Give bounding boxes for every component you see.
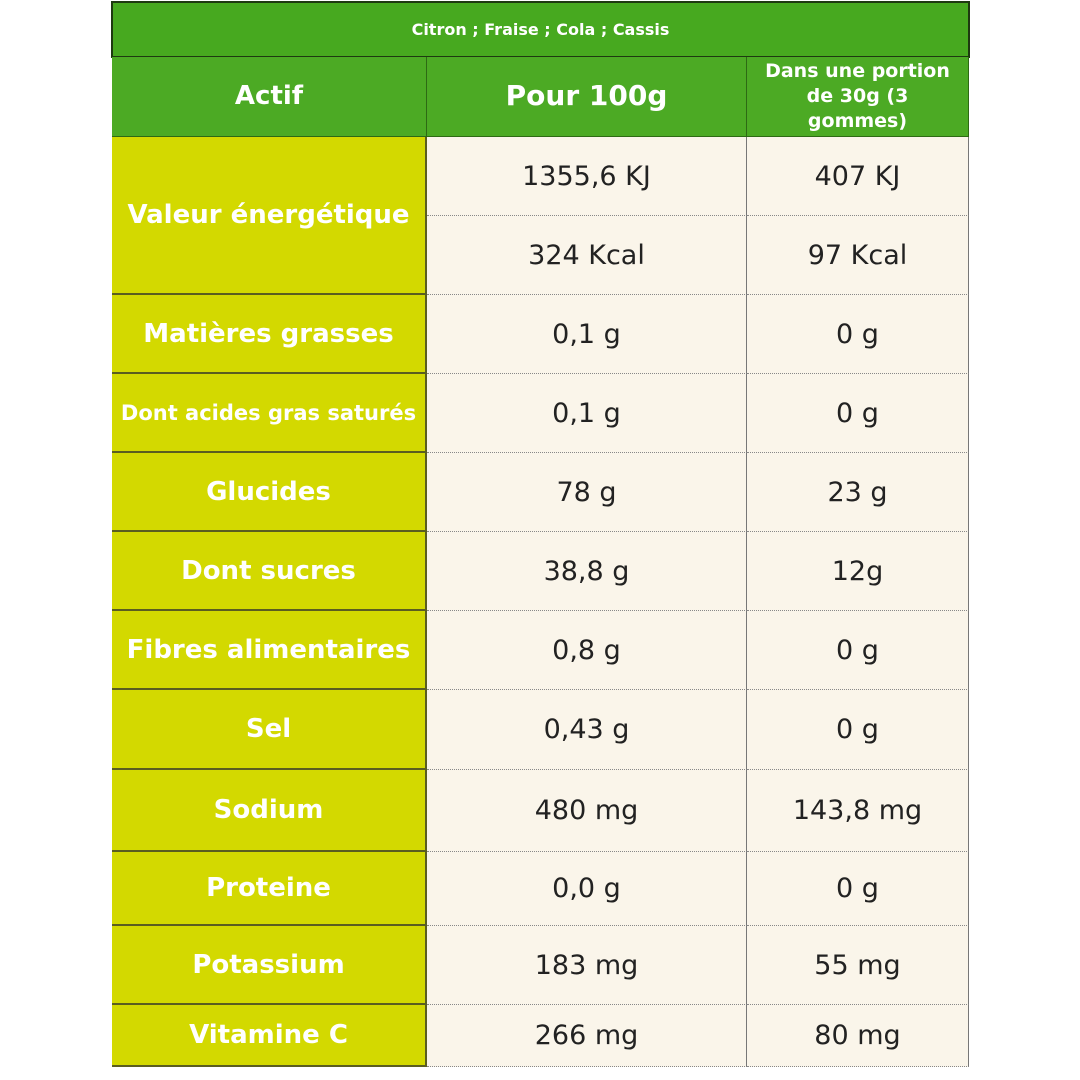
value-cell: 0,8 g — [427, 611, 747, 690]
value-cell: 0 g — [747, 690, 969, 770]
value-cell: 0 g — [747, 295, 969, 374]
value-cell: 266 mg — [427, 1005, 747, 1067]
row-label: Potassium — [112, 926, 427, 1005]
row-label: Matières grasses — [112, 295, 427, 374]
value-cell: 97 Kcal — [747, 216, 969, 295]
row-label: Proteine — [112, 852, 427, 926]
value-cell: 0,1 g — [427, 374, 747, 453]
value-cell: 143,8 mg — [747, 770, 969, 852]
row-label: Dont acides gras saturés — [112, 374, 427, 453]
row-label: Vitamine C — [112, 1005, 427, 1067]
row-label: Sodium — [112, 770, 427, 852]
value-cell: 38,8 g — [427, 532, 747, 611]
value-cell: 480 mg — [427, 770, 747, 852]
value-cell: 0,1 g — [427, 295, 747, 374]
value-cell: 0 g — [747, 374, 969, 453]
table-title: Citron ; Fraise ; Cola ; Cassis — [111, 1, 970, 58]
value-cell: 80 mg — [747, 1005, 969, 1067]
value-cell: 1355,6 KJ — [427, 137, 747, 216]
value-cell: 78 g — [427, 453, 747, 532]
row-label: Valeur énergétique — [112, 137, 427, 295]
value-cell: 0 g — [747, 852, 969, 926]
value-cell: 407 KJ — [747, 137, 969, 216]
row-label: Fibres alimentaires — [112, 611, 427, 690]
value-cell: 55 mg — [747, 926, 969, 1005]
header-cell: Pour 100g — [427, 57, 747, 137]
value-cell: 324 Kcal — [427, 216, 747, 295]
value-cell: 183 mg — [427, 926, 747, 1005]
row-label: Sel — [112, 690, 427, 770]
value-cell: 12g — [747, 532, 969, 611]
value-cell: 0,0 g — [427, 852, 747, 926]
value-cell: 0 g — [747, 611, 969, 690]
row-label: Dont sucres — [112, 532, 427, 611]
header-cell: Actif — [112, 57, 427, 137]
value-cell: 23 g — [747, 453, 969, 532]
value-cell: 0,43 g — [427, 690, 747, 770]
row-label: Glucides — [112, 453, 427, 532]
header-cell: Dans une portion de 30g (3 gommes) — [747, 57, 969, 137]
